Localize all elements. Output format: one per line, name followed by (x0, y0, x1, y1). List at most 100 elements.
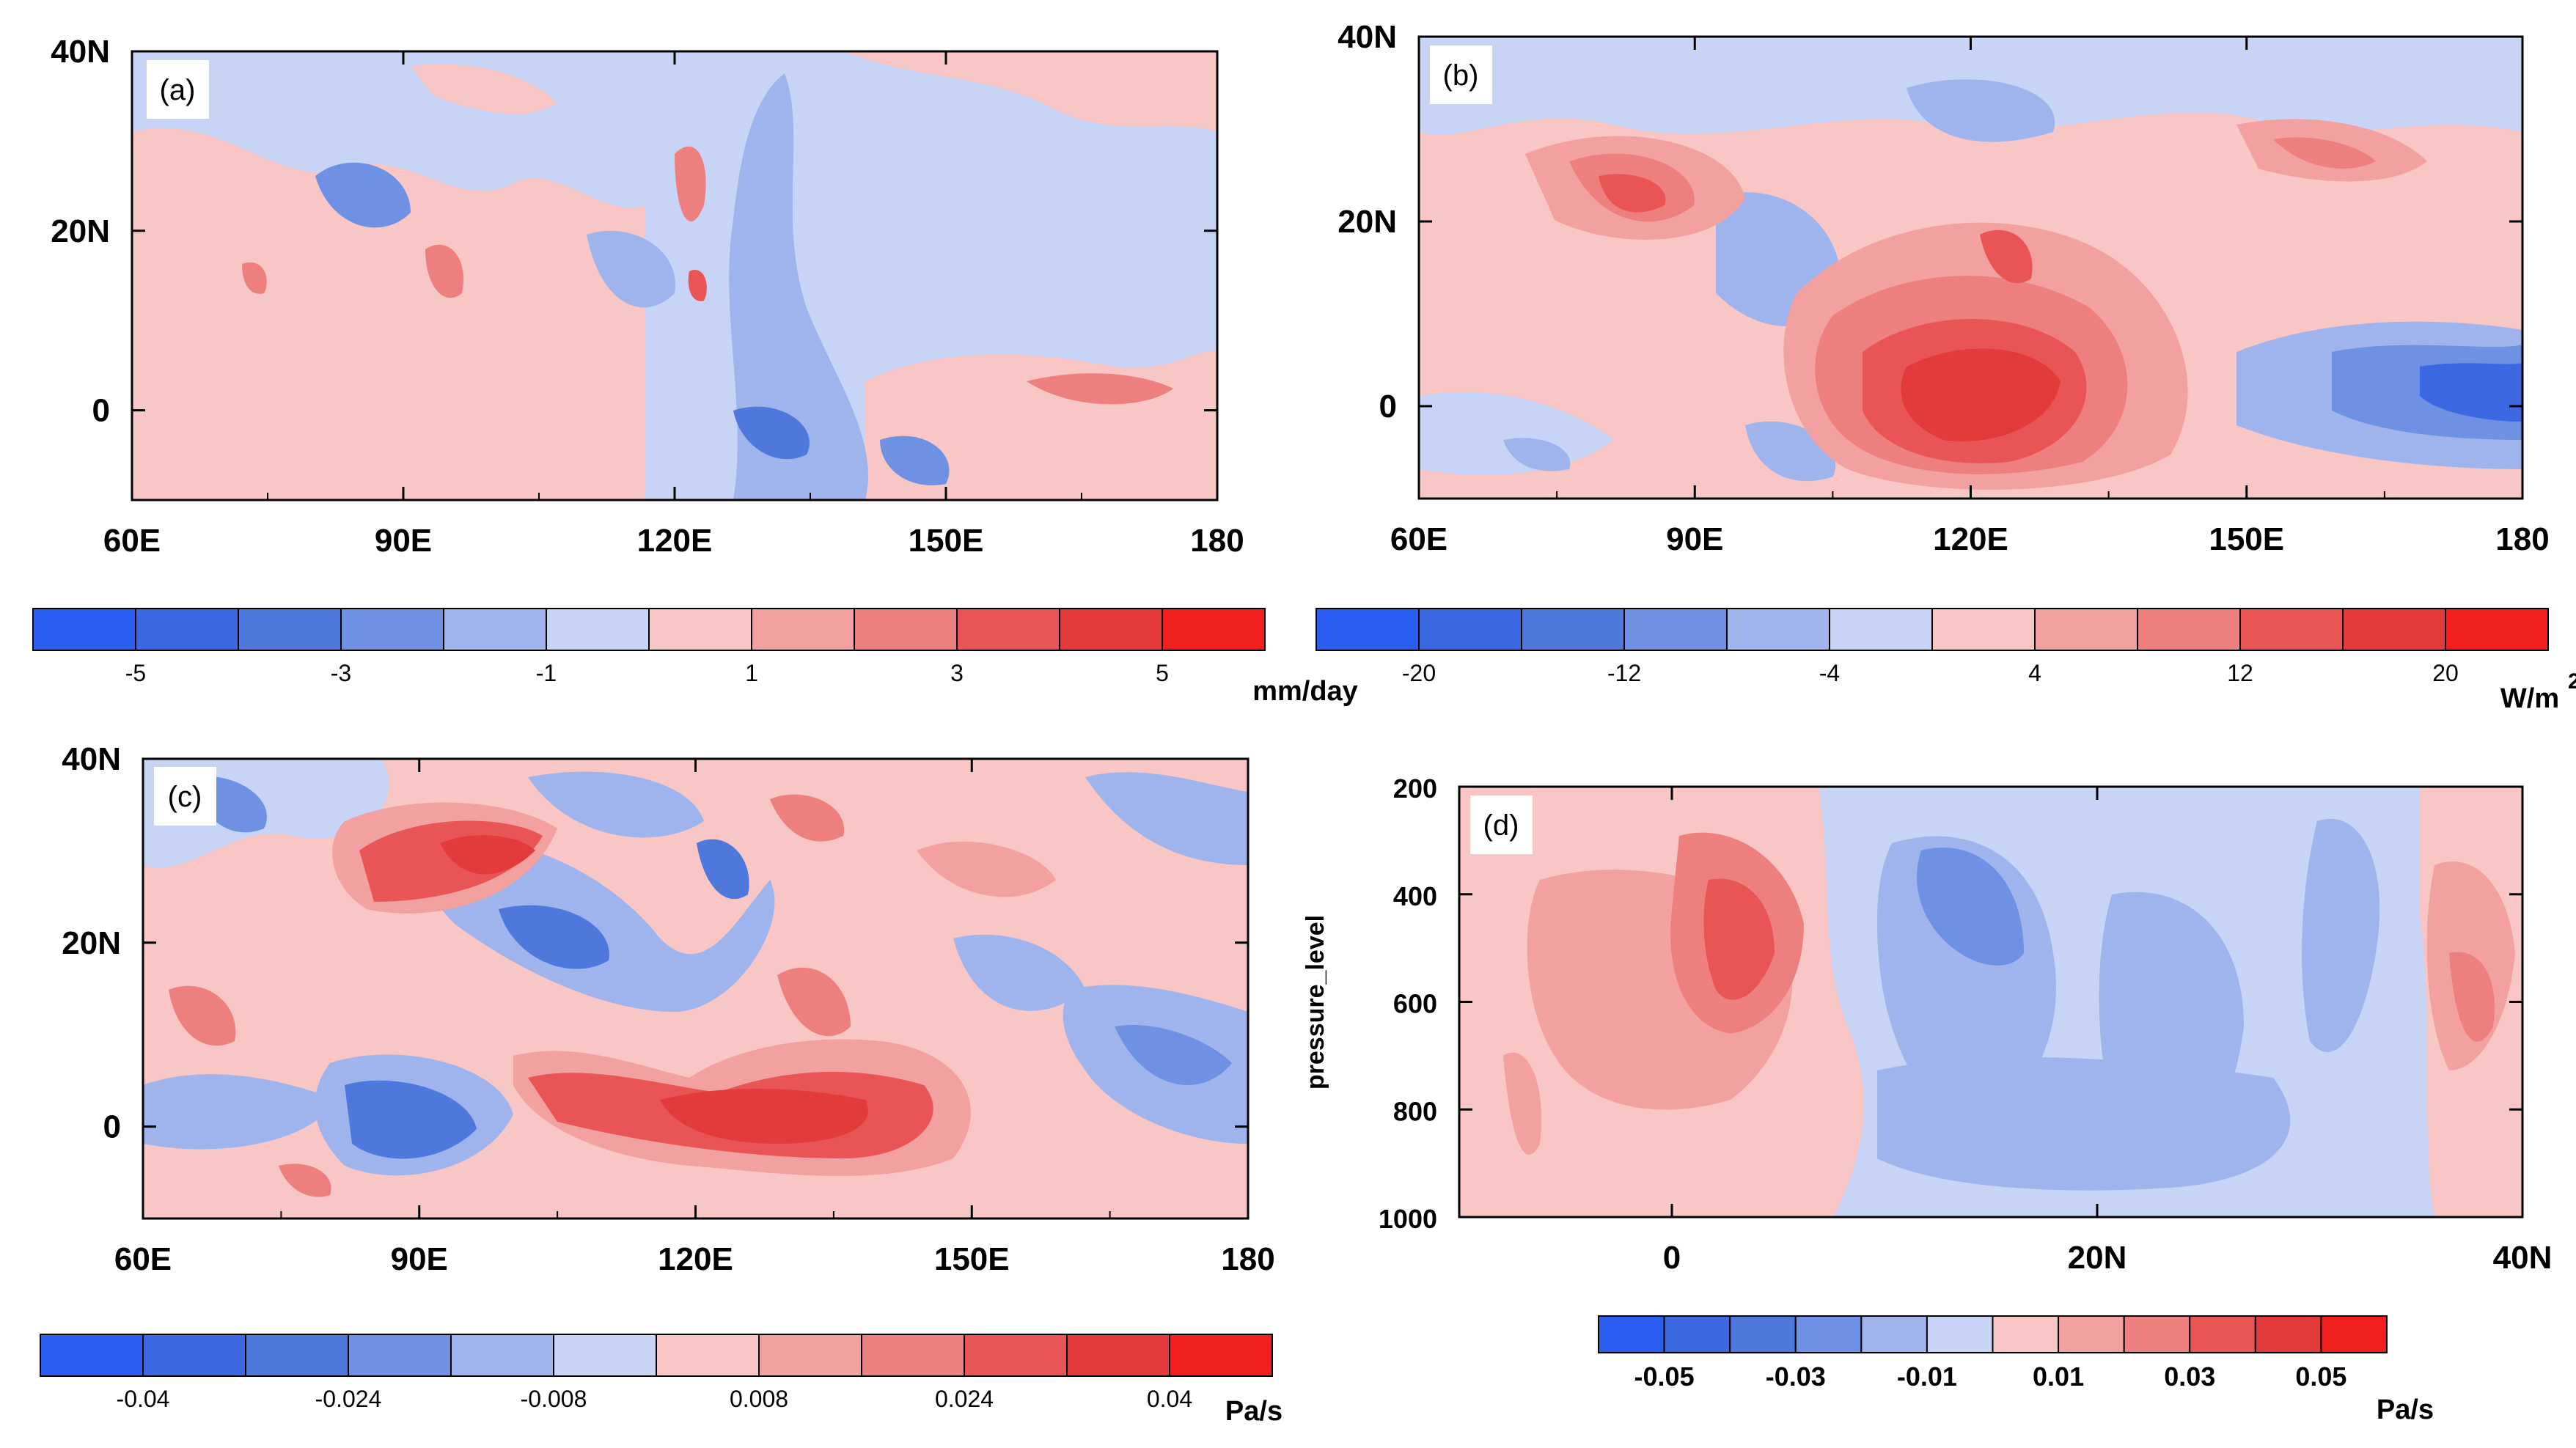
colorbar-swatch (1418, 608, 1522, 651)
panel-c: (c) 60E 90E 120E 150E 180 40N 20N 0 -0.04 -0.024… (40, 741, 1283, 1427)
colorbar-swatch (2254, 1315, 2322, 1353)
x-tick-label: 150E (934, 1241, 1010, 1277)
colorbar-label: -1 (536, 660, 557, 686)
panel-b-field (1419, 37, 2522, 499)
colorbar-swatch (1623, 608, 1728, 651)
colorbar-label: 5 (1156, 660, 1169, 686)
x-tick-label: 180 (1190, 523, 1244, 559)
colorbar-swatch (758, 1334, 862, 1377)
colorbar-swatch (1860, 1315, 1928, 1353)
colorbar-swatch (861, 1334, 965, 1377)
panel-b-axes: 60E 90E 120E 150E 180 40N 20N 0 (1337, 19, 2549, 557)
colorbar-swatch (1315, 608, 1420, 651)
x-tick-label: 180 (1221, 1241, 1274, 1277)
colorbar-label: -0.05 (1634, 1361, 1695, 1392)
y-tick-label: 200 (1393, 773, 1437, 804)
x-tick-label: 60E (103, 523, 161, 559)
colorbar-swatch (443, 608, 547, 651)
colorbar-swatch (1059, 608, 1163, 651)
colorbar-label: -0.03 (1766, 1361, 1826, 1392)
colorbar-swatch (1931, 608, 2036, 651)
y-tick-label: 800 (1393, 1096, 1437, 1126)
y-tick-label: 20N (51, 213, 110, 249)
y-tick-label: 40N (1337, 19, 1397, 55)
colorbar-label: -4 (1819, 660, 1840, 686)
x-tick-label: 150E (909, 523, 984, 559)
colorbar-swatch (142, 1334, 246, 1377)
y-tick-label: 40N (51, 34, 110, 70)
x-tick-label: 150E (2209, 521, 2284, 557)
colorbar-swatch (32, 608, 136, 651)
y-tick-label: 400 (1393, 881, 1437, 911)
x-tick-label: 0 (1663, 1240, 1681, 1276)
x-tick-label: 120E (1933, 521, 2008, 557)
colorbar-swatch (656, 1334, 760, 1377)
colorbar-label: 0.03 (2164, 1361, 2215, 1392)
colorbar-swatch (2058, 1315, 2125, 1353)
colorbar-swatch (2034, 608, 2138, 651)
colorbar-unit: W/m (2500, 683, 2559, 714)
y-tick-label: 0 (103, 1109, 121, 1145)
colorbar-swatch (450, 1334, 554, 1377)
colorbar-swatch (648, 608, 752, 651)
panel-c-field (143, 759, 1248, 1219)
x-tick-label: 60E (1390, 521, 1447, 557)
colorbar-swatch (135, 608, 239, 651)
panel-d-axes: 0 20N 40N 200 400 600 800 1000 (1379, 773, 2552, 1276)
colorbar-unit-superscript: 2 (2568, 669, 2576, 694)
x-tick-label: 40N (2493, 1240, 2553, 1276)
panel-a-axes: 60E 90E 120E 150E 180 40N 20N 0 (51, 34, 1244, 559)
colorbar-swatch (546, 608, 650, 651)
colorbar-swatch (1726, 608, 1830, 651)
colorbar-swatch (238, 608, 342, 651)
colorbar-swatch (1598, 1315, 1665, 1353)
colorbar-label: 3 (950, 660, 964, 686)
panel-d: (d) pressure_level 0 20N 40N 200 400 600 800 10… (1302, 773, 2552, 1425)
colorbar-label: -0.008 (521, 1386, 587, 1412)
x-tick-label: 120E (658, 1241, 733, 1277)
colorbar-label: 4 (2028, 660, 2041, 686)
colorbar-label: 20 (2432, 660, 2459, 686)
colorbar-swatch (340, 608, 444, 651)
panel-d-label: (d) (1483, 809, 1519, 842)
panel-b-colorbar: -20 -12 -4 4 12 20 W/m 2 (1315, 608, 2576, 714)
colorbar-label: -5 (125, 660, 146, 686)
colorbar-swatch (1829, 608, 1933, 651)
colorbar-swatch (553, 1334, 657, 1377)
colorbar-swatch (1066, 1334, 1170, 1377)
colorbar-swatch (1926, 1315, 1994, 1353)
colorbar-swatch (40, 1334, 144, 1377)
panel-a-field (132, 51, 1217, 500)
colorbar-swatch (1794, 1315, 1863, 1353)
colorbar-label: -0.024 (315, 1386, 382, 1412)
x-tick-label: 60E (114, 1241, 172, 1277)
panel-a-colorbar: -5 -3 -1 1 3 5 mm/day (32, 608, 1358, 707)
colorbar-unit: mm/day (1252, 676, 1358, 707)
colorbar-swatch (1663, 1315, 1731, 1353)
colorbar-swatch (245, 1334, 349, 1377)
colorbar-swatch (1521, 608, 1625, 651)
y-tick-label: 600 (1393, 989, 1437, 1019)
colorbar-swatch (964, 1334, 1068, 1377)
y-tick-label: 20N (1337, 204, 1397, 240)
colorbar-label: -12 (1607, 660, 1641, 686)
colorbar-label: 12 (2227, 660, 2253, 686)
panel-d-field (1459, 787, 2522, 1217)
colorbar-swatch (2342, 608, 2446, 651)
panel-c-axes: 60E 90E 120E 150E 180 40N 20N 0 (62, 741, 1274, 1277)
x-tick-label: 90E (1666, 521, 1723, 557)
colorbar-swatch (2445, 608, 2549, 651)
colorbar-swatch (348, 1334, 452, 1377)
y-tick-label: 1000 (1379, 1204, 1437, 1234)
colorbar-swatch (2320, 1315, 2388, 1353)
colorbar-label: 0.01 (2033, 1361, 2084, 1392)
colorbar-label: 0.05 (2295, 1361, 2346, 1392)
panel-d-ylabel: pressure_level (1302, 915, 1329, 1089)
panel-c-colorbar: -0.04 -0.024 -0.008 0.008 0.024 0.04 Pa/s (40, 1334, 1283, 1427)
colorbar-swatch (2189, 1315, 2256, 1353)
panel-b: (b) 60E 90E 120E 150E 180 40N 20N 0 -20 -12 -4 4 12… (1315, 19, 2576, 714)
colorbar-label: 0.008 (730, 1386, 788, 1412)
colorbar-swatch (2239, 608, 2344, 651)
y-tick-label: 20N (62, 925, 121, 961)
